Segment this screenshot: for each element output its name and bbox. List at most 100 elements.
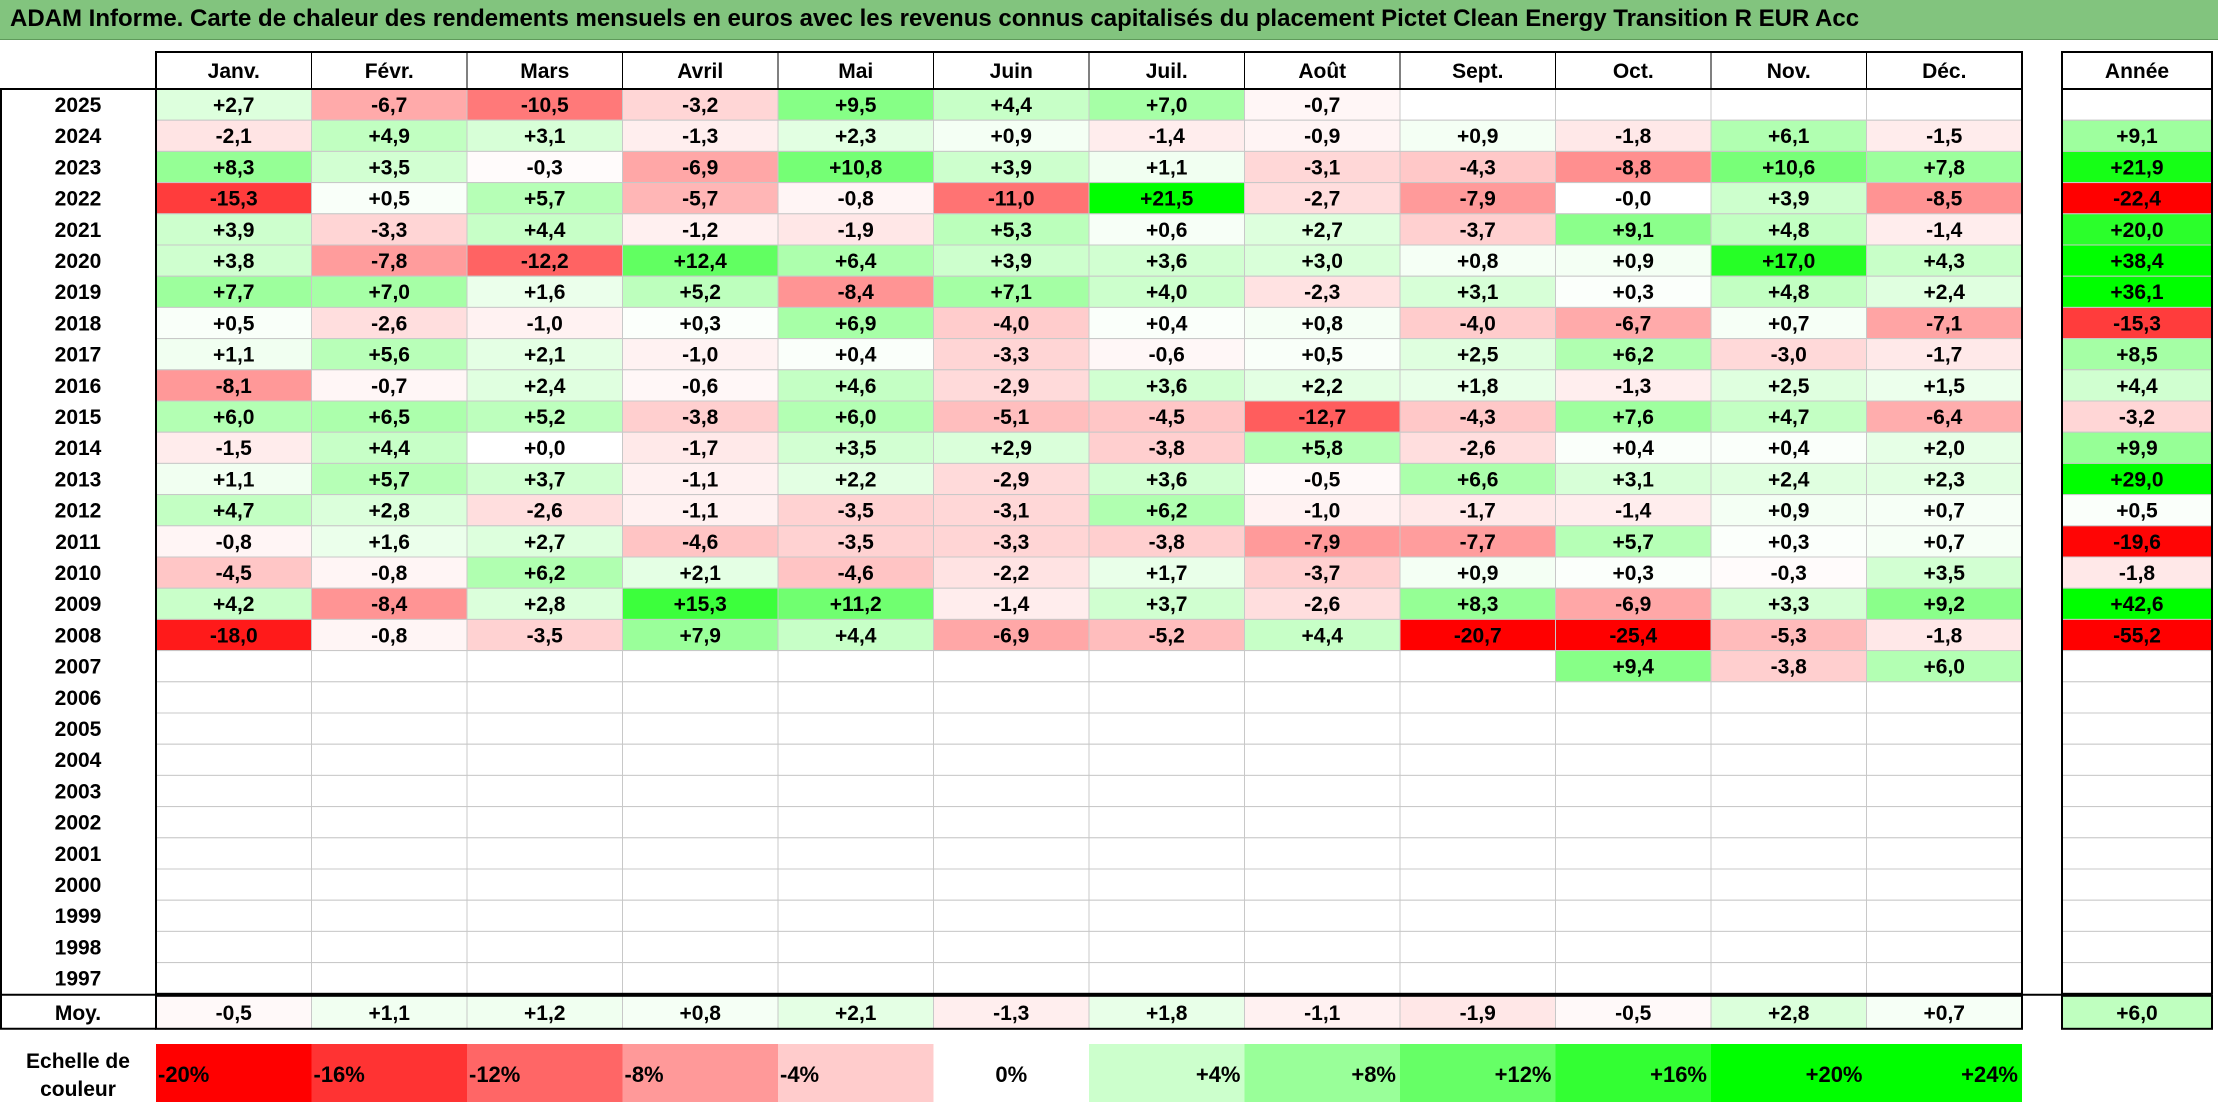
cell-value: +0,4 [1146, 312, 1188, 335]
heatmap-cell [1555, 618, 1712, 652]
year-label: 2019 [55, 281, 102, 304]
heatmap-cell [1399, 182, 1556, 215]
cell-value: +3,6 [1146, 468, 1187, 491]
year-label: 2016 [55, 375, 102, 398]
average-value: +2,8 [1768, 1002, 1810, 1025]
heatmap-cell [1244, 681, 1401, 714]
heatmap-cell [933, 837, 1090, 870]
heatmap-cell [1244, 837, 1401, 870]
cell-value: +0,4 [1768, 437, 1810, 460]
heatmap-cell [1710, 306, 1867, 340]
heatmap-cell [1088, 868, 1245, 901]
year-label: 2011 [55, 531, 101, 554]
heatmap-cell [466, 587, 623, 620]
cell-value: +3,9 [213, 219, 254, 242]
heatmap-cell [466, 868, 623, 901]
cell-value: +0,8 [1457, 250, 1499, 273]
scale-swatch [778, 1044, 934, 1102]
year-label: 2023 [55, 156, 102, 179]
heatmap-cell [1866, 806, 2023, 839]
scale-tick-label: -20% [158, 1062, 209, 1087]
scale-tick-label: +8% [1351, 1062, 1396, 1087]
cell-value: -3,5 [838, 500, 875, 523]
heatmap-cell [466, 806, 623, 839]
cell-value: -18,0 [210, 624, 258, 647]
heatmap-cell [1866, 88, 2023, 121]
cell-value: +3,1 [1457, 281, 1499, 304]
scale-swatch [311, 1044, 467, 1102]
heatmap-cell [311, 244, 468, 277]
heatmap-cell [466, 681, 623, 714]
cell-value: -1,9 [838, 219, 874, 242]
heatmap-cell [1866, 213, 2023, 246]
heatmap-cell [1866, 119, 2023, 152]
heatmap-cell [1866, 338, 2023, 371]
heatmap-cell [311, 899, 468, 932]
cell-value: -1,0 [527, 312, 563, 335]
heatmap-cell [466, 712, 623, 745]
cell-value: +7,8 [1924, 156, 1966, 179]
month-header: Mai [838, 60, 873, 83]
heatmap-cell [1710, 868, 1867, 901]
heatmap-cell [777, 806, 934, 839]
cell-value: +0,9 [1768, 500, 1809, 523]
scale-tick-label: +20% [1806, 1062, 1863, 1087]
annual-cell [2061, 930, 2213, 964]
scale-label: Echelle de [26, 1050, 130, 1073]
heatmap-cell [1399, 494, 1556, 527]
heatmap-cell [622, 494, 779, 527]
annual-value: +8,5 [2116, 344, 2158, 367]
cell-value: -3,0 [1771, 344, 1807, 367]
heatmap-cell [1088, 462, 1245, 496]
heatmap-cell [933, 806, 1090, 839]
cell-value: -8,1 [216, 375, 253, 398]
year-label: 2006 [55, 687, 102, 710]
heatmap-cell [1088, 494, 1245, 527]
cell-value: -7,9 [1304, 531, 1340, 554]
cell-value: +2,5 [1768, 375, 1810, 398]
year-label: 2004 [55, 749, 102, 772]
annual-cell [2061, 681, 2213, 714]
heatmap-cell [777, 306, 934, 340]
heatmap-cell [1710, 681, 1867, 714]
cell-value: -2,6 [527, 500, 563, 523]
heatmap-cell [1088, 806, 1245, 839]
cell-value: -0,8 [216, 531, 253, 554]
cell-value: -1,7 [1926, 344, 1962, 367]
heatmap-cell [622, 712, 779, 745]
cell-value: +9,5 [835, 94, 877, 117]
annual-value: -19,6 [2113, 531, 2161, 554]
heatmap-cell [466, 369, 623, 402]
heatmap-cell [1555, 650, 1712, 683]
scale-swatch [1400, 1044, 1556, 1102]
cell-value: -3,8 [1149, 437, 1186, 460]
month-header: Juil. [1146, 60, 1188, 83]
heatmap-cell [311, 837, 468, 870]
cell-value: +5,2 [524, 406, 565, 429]
cell-value: +4,3 [1924, 250, 1965, 273]
cell-value: +0,9 [1457, 125, 1498, 148]
cell-value: +2,3 [1924, 468, 1965, 491]
heatmap-cell [777, 88, 934, 121]
cell-value: +0,3 [1613, 281, 1654, 304]
average-value: +0,7 [1924, 1002, 1965, 1025]
heatmap-cell [777, 743, 934, 776]
heatmap-cell [155, 962, 312, 995]
cell-value: -2,6 [1304, 593, 1340, 616]
cell-value: -7,1 [1926, 312, 1963, 335]
heatmap-cell [1866, 899, 2023, 932]
cell-value: +5,3 [991, 219, 1032, 242]
heatmap-cell [1866, 743, 2023, 776]
cell-value: +4,2 [213, 593, 254, 616]
annual-cell [2061, 774, 2213, 808]
cell-value: -3,3 [993, 531, 1029, 554]
heatmap-cell [777, 774, 934, 808]
scale-swatch [622, 1044, 778, 1102]
cell-value: +0,7 [1768, 312, 1809, 335]
heatmap-cell [466, 930, 623, 964]
heatmap-cell [1399, 369, 1556, 402]
cell-value: +7,0 [369, 281, 410, 304]
cell-value: +2,8 [369, 500, 411, 523]
heatmap-cell [1088, 338, 1245, 371]
cell-value: +21,5 [1140, 188, 1193, 211]
